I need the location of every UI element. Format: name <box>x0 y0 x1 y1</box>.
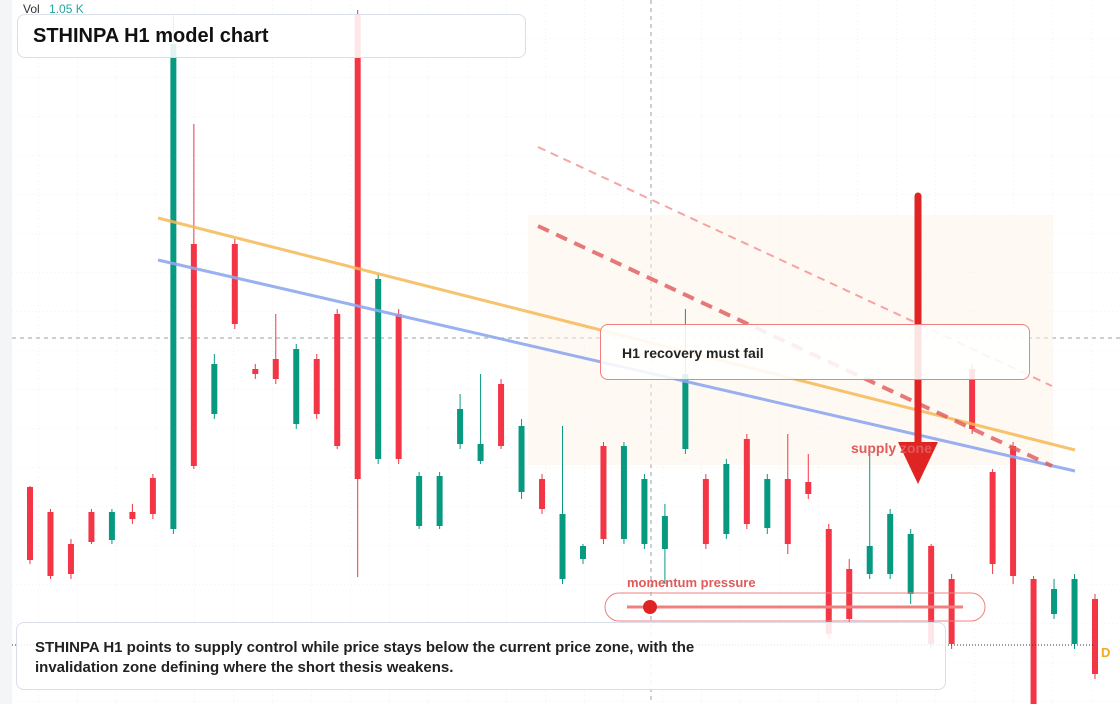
candle-body <box>1071 579 1078 644</box>
candle-body <box>825 529 832 634</box>
callout-text: H1 recovery must fail <box>622 345 764 361</box>
candle-body <box>784 479 791 544</box>
title: STHINPA H1 model chart <box>33 25 269 47</box>
candle-body <box>395 314 402 459</box>
candle-body <box>47 512 54 576</box>
candle-body <box>866 546 873 574</box>
candle-body <box>88 512 95 542</box>
candle-body <box>907 534 914 594</box>
footer-text: STHINPA H1 points to supply control whil… <box>35 639 695 676</box>
gutter <box>0 0 12 704</box>
gauge-knob <box>643 600 657 614</box>
candle-body <box>989 472 996 564</box>
candle-body <box>928 546 935 644</box>
volume-label: Vol <box>23 2 40 16</box>
candle-body <box>252 369 259 374</box>
candle-body <box>969 369 976 429</box>
candle-body <box>1051 589 1058 614</box>
candle-body <box>436 476 443 526</box>
candle-body <box>375 279 382 459</box>
channel-line <box>537 146 1053 387</box>
candle-body <box>1092 599 1098 674</box>
gauge-label: momentum pressure <box>627 575 756 590</box>
candle-body <box>498 384 505 446</box>
candle-body <box>764 479 771 528</box>
candle-body <box>620 446 627 539</box>
candle-body <box>416 476 423 526</box>
candle-body <box>1030 579 1037 704</box>
candle-body <box>948 579 955 644</box>
candle-body <box>67 544 74 574</box>
candle-body <box>272 359 279 379</box>
candle-body <box>231 244 238 324</box>
volume-value: 1.05 K <box>49 2 84 16</box>
candle-body <box>457 409 464 444</box>
candle-body <box>559 514 566 579</box>
candle-body <box>477 444 484 461</box>
candle-body <box>661 516 668 549</box>
candle-body <box>293 349 300 424</box>
candle-body <box>170 44 177 529</box>
callout: H1 recovery must fail <box>600 324 1030 380</box>
candle-body <box>27 487 33 560</box>
candle-body <box>211 364 218 414</box>
candle-body <box>887 514 894 574</box>
gauge <box>604 592 986 622</box>
candle-body <box>846 569 853 619</box>
candle-body <box>579 546 586 559</box>
zone-label: supply zone <box>851 440 932 456</box>
volume: Vol 1.05 K <box>23 2 84 16</box>
arrow-head <box>898 442 938 484</box>
title-box: STHINPA H1 model chart <box>17 14 526 58</box>
candle-body <box>149 478 156 514</box>
candle-body <box>682 374 689 449</box>
candle-body <box>354 14 361 479</box>
candle-body <box>518 426 525 492</box>
candle-body <box>539 479 546 509</box>
candle-body <box>1010 446 1017 576</box>
candle-body <box>129 512 136 519</box>
candle-body <box>723 464 730 534</box>
candle-body <box>805 482 812 494</box>
candle-body <box>702 479 709 544</box>
badge: D <box>1101 645 1111 660</box>
candle-body <box>108 512 115 540</box>
footer-box: STHINPA H1 points to supply control whil… <box>16 622 946 690</box>
candle-body <box>743 439 750 524</box>
candle-body <box>334 314 341 446</box>
candle-body <box>190 244 197 466</box>
candle-body <box>600 446 607 539</box>
candle-body <box>641 479 648 544</box>
candle-body <box>313 359 320 414</box>
